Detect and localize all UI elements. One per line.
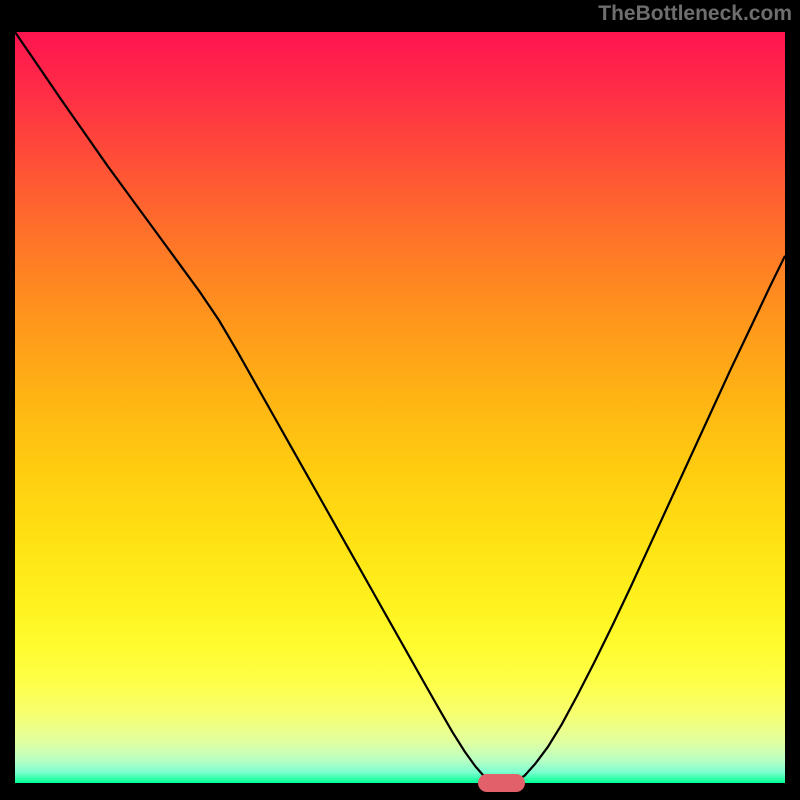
watermark-text: TheBottleneck.com (598, 2, 792, 26)
optimum-marker (478, 774, 525, 792)
bottleneck-curve (15, 32, 785, 783)
plot-area (15, 32, 785, 783)
chart-container: TheBottleneck.com (0, 0, 800, 800)
